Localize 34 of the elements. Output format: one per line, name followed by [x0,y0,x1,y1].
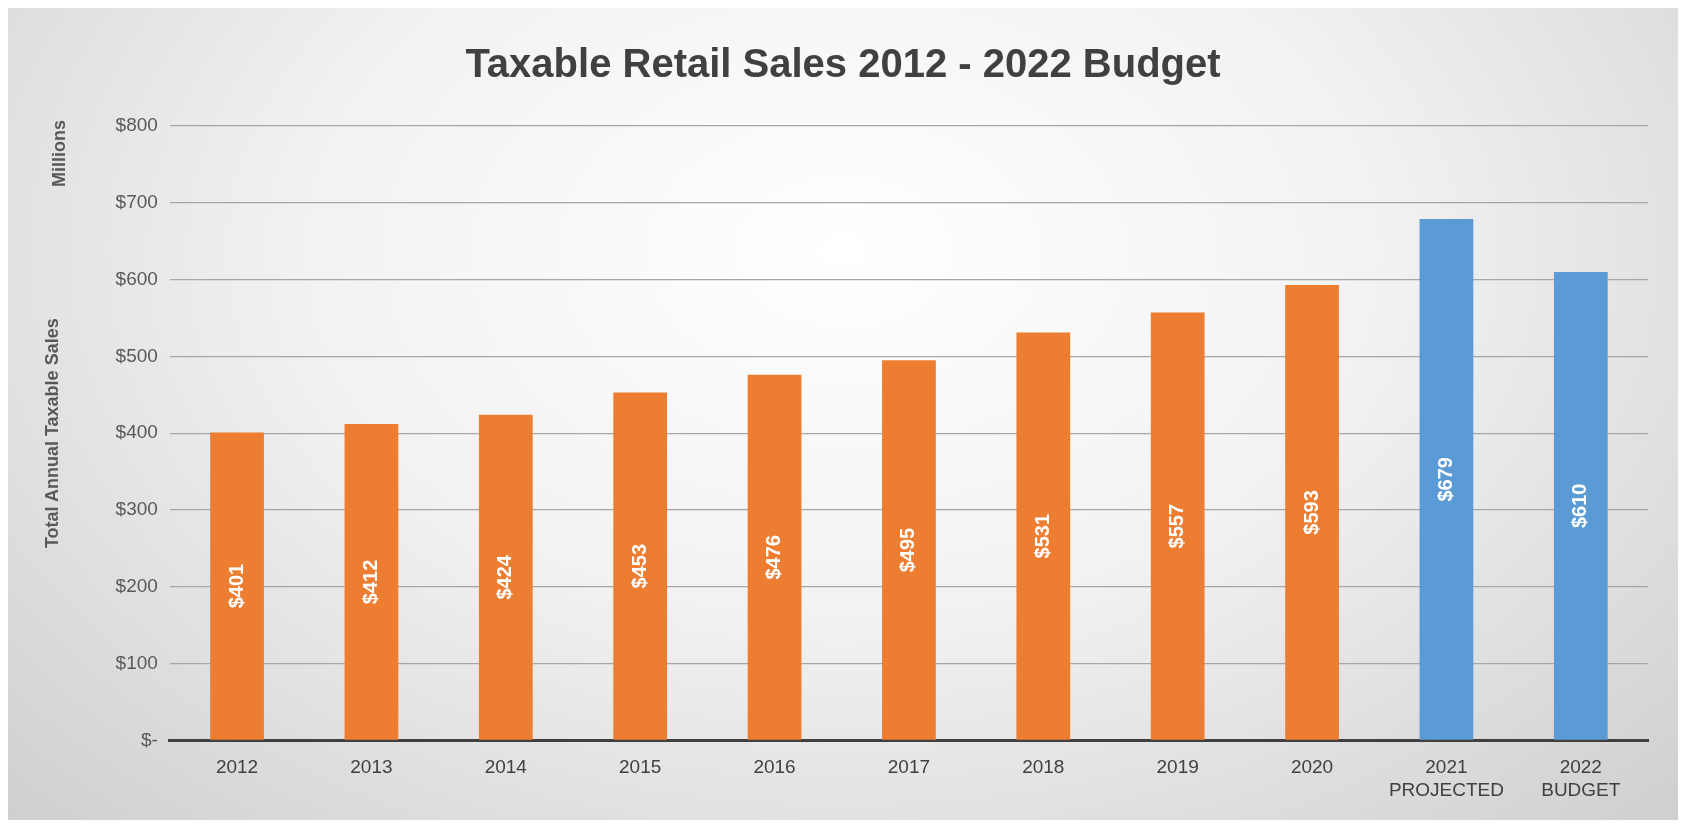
data-label: $412 [358,559,381,605]
y-axis-title: Total Annual Taxable Sales [41,318,62,549]
y-tick-label: $400 [115,421,158,443]
x-tick-label: 2017 [887,756,931,778]
x-tick-label: 2015 [619,756,662,778]
data-label: $557 [1165,503,1188,549]
data-label: $453 [627,543,650,589]
x-tick-label: 2020 [1290,756,1334,778]
y-tick-label: $- [140,728,158,750]
y-tick-label: $600 [115,267,158,289]
y-tick-label: $500 [115,344,158,366]
x-tick-label: 2014 [484,756,528,778]
x-tick-label: 2021 PROJECTED [1388,756,1504,800]
y-tick-label: $800 [115,114,158,136]
data-label: $401 [224,563,247,609]
x-tick-label: 2022 BUDGET [1541,756,1621,800]
y-tick-label: $200 [115,575,158,597]
x-tick-label: 2019 [1156,756,1199,778]
text: Millions [48,120,69,187]
x-tick-label: 2012 [215,756,259,778]
data-label: $495 [896,527,919,573]
data-label: $531 [1030,513,1053,559]
y-tick-label: $300 [115,498,158,520]
data-label: $679 [1433,457,1456,502]
y-tick-label: $700 [115,191,158,213]
data-label: $593 [1299,490,1322,535]
y-tick-label: $100 [115,651,158,673]
x-tick-label: 2016 [753,756,796,778]
data-label: $424 [493,554,516,600]
x-tick-label: 2013 [350,756,393,778]
chart-title: Taxable Retail Sales 2012 - 2022 Budget [465,41,1221,86]
x-tick-label: 2018 [1022,756,1065,778]
data-label: $476 [762,535,785,580]
data-label: $610 [1568,483,1591,529]
